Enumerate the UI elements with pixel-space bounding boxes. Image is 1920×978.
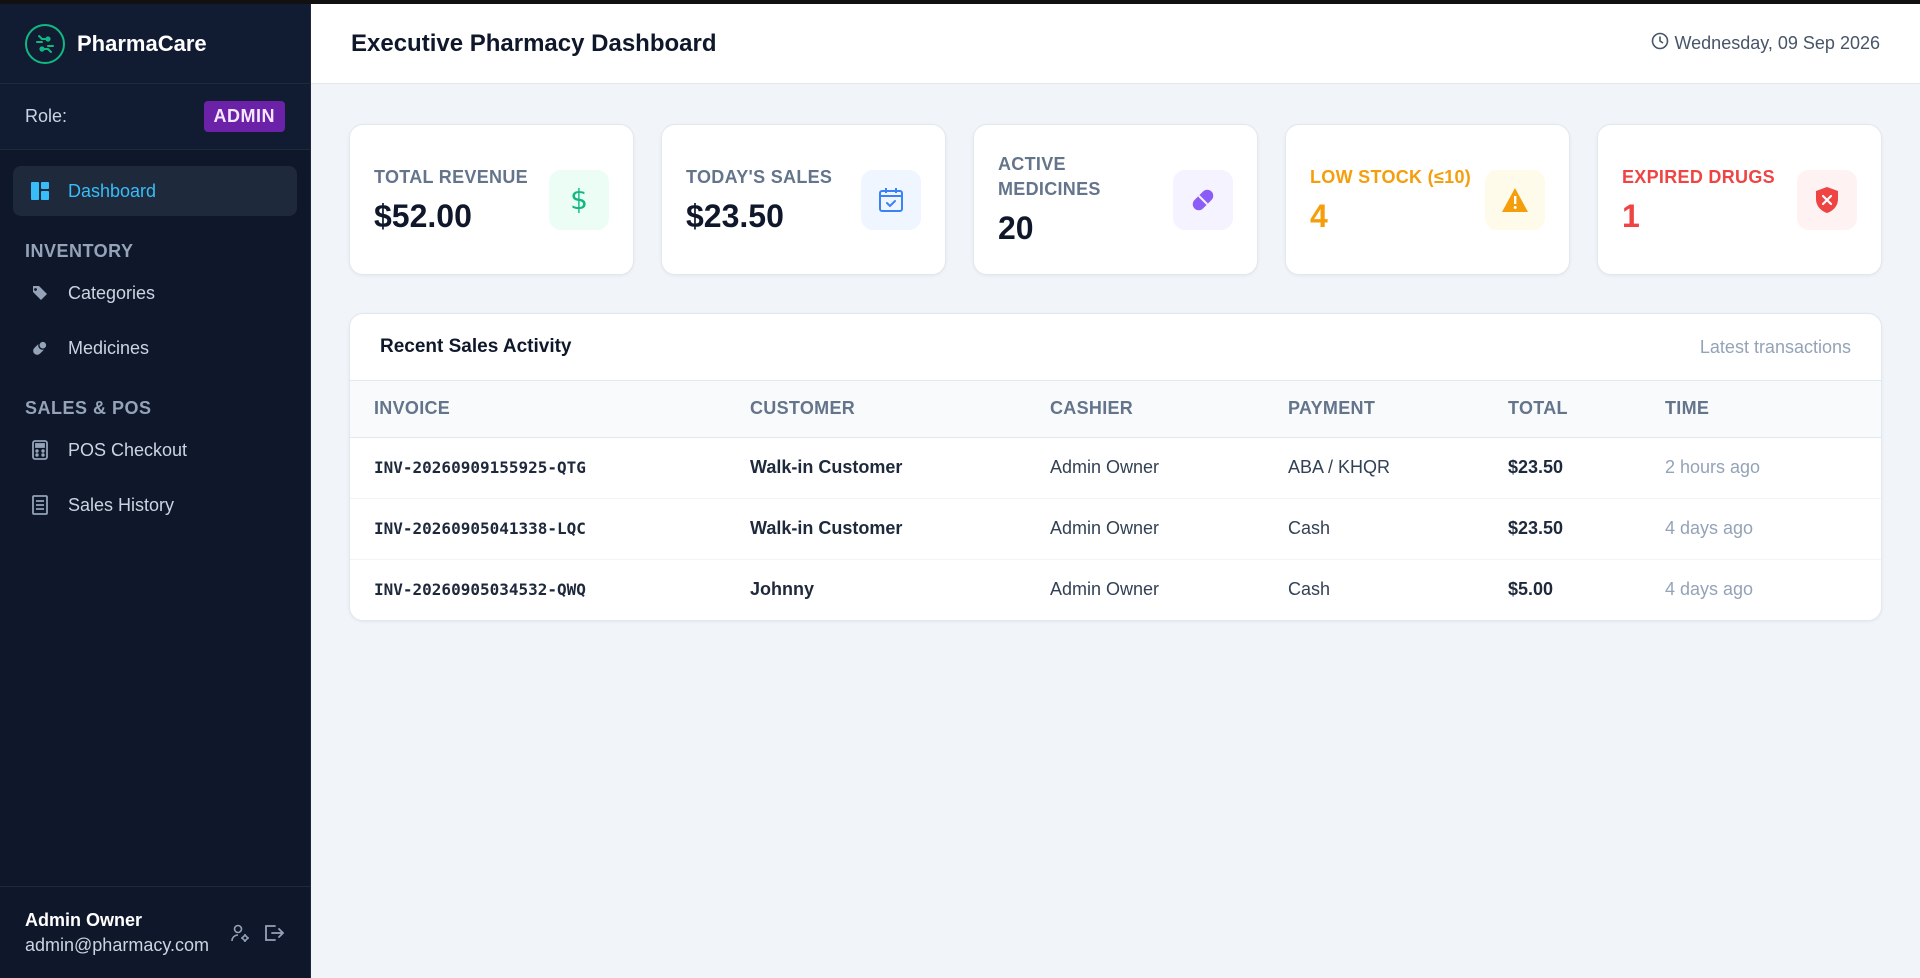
sidebar: PharmaCare Role: ADMIN Dashboard INVENTO… <box>0 4 311 978</box>
invoice-cell: INV-20260909155925-QTG <box>374 458 586 477</box>
sidebar-item-medicines[interactable]: Medicines <box>13 323 297 373</box>
column-header-time: TIME <box>1665 381 1881 438</box>
column-header-customer: CUSTOMER <box>750 381 1050 438</box>
customer-cell: Walk-in Customer <box>750 518 903 538</box>
panel-header: Recent Sales Activity Latest transaction… <box>350 314 1881 381</box>
sidebar-item-label: Categories <box>68 282 156 303</box>
total-cell: $5.00 <box>1508 579 1554 600</box>
total-cell: $23.50 <box>1508 518 1564 538</box>
stat-card-label: TODAY'S SALES <box>686 166 833 187</box>
table-row[interactable]: INV-20260905034532-QWQ Johnny Admin Owne… <box>350 559 1881 620</box>
user-name: Admin Owner <box>25 909 143 930</box>
stat-cards: TOTAL REVENUE $52.00 $ TODAY'S SALES $23… <box>311 84 1920 275</box>
date-text: Wednesday, 09 Sep 2026 <box>1674 33 1881 53</box>
sidebar-item-sales-history[interactable]: Sales History <box>13 480 297 530</box>
stat-card-value: $52.00 <box>374 197 472 234</box>
cashier-cell: Admin Owner <box>1050 457 1160 477</box>
main-content: Executive Pharmacy Dashboard Wednesday, … <box>311 4 1920 978</box>
brand-name: PharmaCare <box>77 30 207 56</box>
time-cell: 4 days ago <box>1665 518 1754 538</box>
column-header-total: TOTAL <box>1508 381 1665 438</box>
stat-card-value: $23.50 <box>686 197 784 234</box>
logout-icon[interactable] <box>263 922 285 944</box>
sidebar-item-categories[interactable]: Categories <box>13 268 297 318</box>
invoice-cell: INV-20260905034532-QWQ <box>374 580 586 600</box>
table-row[interactable]: INV-20260905041338-LQC Walk-in Customer … <box>350 498 1881 559</box>
sidebar-item-dashboard[interactable]: Dashboard <box>13 166 297 216</box>
pill-icon <box>29 337 51 359</box>
role-label: Role: <box>25 106 68 126</box>
customer-cell: Walk-in Customer <box>750 457 903 477</box>
payment-cell: Cash <box>1288 579 1331 600</box>
sidebar-item-pos-checkout[interactable]: POS Checkout <box>13 425 297 475</box>
stat-card-value: 4 <box>1310 197 1328 234</box>
pill-icon <box>1173 169 1233 230</box>
user-area: Admin Owner admin@pharmacy.com <box>0 886 310 978</box>
user-info: Admin Owner admin@pharmacy.com <box>25 910 209 956</box>
stat-card-todays-sales: TODAY'S SALES $23.50 <box>661 124 946 275</box>
current-date: Wednesday, 09 Sep 2026 <box>1651 32 1881 55</box>
stat-card-active-medicines: ACTIVE MEDICINES 20 <box>973 124 1258 275</box>
stat-card-expired-drugs: EXPIRED DRUGS 1 <box>1597 124 1882 275</box>
time-cell: 2 hours ago <box>1665 457 1761 477</box>
sidebar-nav: Dashboard INVENTORY Categories Medicines… <box>0 150 310 886</box>
panel-subtitle: Latest transactions <box>1699 336 1851 357</box>
shield-x-icon <box>1797 169 1857 230</box>
sidebar-item-label: Medicines <box>68 337 150 358</box>
stat-card-low-stock: LOW STOCK (≤10) 4 <box>1285 124 1570 275</box>
column-header-invoice: INVOICE <box>350 381 750 438</box>
stat-card-value: 20 <box>998 210 1034 246</box>
stat-card-label: ACTIVE MEDICINES <box>998 154 1101 199</box>
user-actions <box>229 922 285 944</box>
receipt-icon <box>29 494 51 516</box>
page-title: Executive Pharmacy Dashboard <box>351 29 717 57</box>
user-email: admin@pharmacy.com <box>25 934 209 955</box>
stat-card-value: 1 <box>1622 197 1640 234</box>
payment-cell: Cash <box>1288 518 1331 538</box>
role-row: Role: ADMIN <box>0 84 310 150</box>
column-header-payment: PAYMENT <box>1288 381 1508 438</box>
calculator-icon <box>29 439 51 461</box>
calendar-check-icon <box>861 169 921 230</box>
stat-card-total-revenue: TOTAL REVENUE $52.00 $ <box>349 124 634 275</box>
sidebar-item-label: Sales History <box>68 494 175 515</box>
cashier-cell: Admin Owner <box>1050 579 1160 600</box>
column-header-cashier: CASHIER <box>1050 381 1288 438</box>
time-cell: 4 days ago <box>1665 579 1754 600</box>
sidebar-item-label: Dashboard <box>68 180 157 201</box>
user-settings-icon[interactable] <box>229 922 251 944</box>
brand[interactable]: PharmaCare <box>0 4 310 84</box>
clock-icon <box>1651 32 1669 55</box>
table-header-row: INVOICE CUSTOMER CASHIER PAYMENT TOTAL T… <box>350 381 1881 438</box>
tags-icon <box>29 282 51 304</box>
role-badge: ADMIN <box>203 101 285 132</box>
customer-cell: Johnny <box>750 579 815 600</box>
dashboard-icon <box>29 180 51 202</box>
total-cell: $23.50 <box>1508 457 1564 477</box>
app-shell: PharmaCare Role: ADMIN Dashboard INVENTO… <box>0 4 1920 978</box>
stat-card-label: LOW STOCK (≤10) <box>1310 166 1472 187</box>
recent-sales-panel: Recent Sales Activity Latest transaction… <box>349 313 1882 621</box>
invoice-cell: INV-20260905041338-LQC <box>374 519 586 538</box>
nav-section-inventory: INVENTORY <box>25 241 134 261</box>
warning-icon <box>1485 169 1545 230</box>
payment-cell: ABA / KHQR <box>1288 457 1391 477</box>
stat-card-label: TOTAL REVENUE <box>374 166 528 187</box>
sales-table: INVOICE CUSTOMER CASHIER PAYMENT TOTAL T… <box>350 381 1881 620</box>
panel-title: Recent Sales Activity <box>380 336 572 357</box>
table-row[interactable]: INV-20260909155925-QTG Walk-in Customer … <box>350 437 1881 498</box>
circuit-logo-icon <box>25 23 65 64</box>
stat-card-label: EXPIRED DRUGS <box>1622 166 1775 187</box>
sidebar-item-label: POS Checkout <box>68 439 188 460</box>
topbar: Executive Pharmacy Dashboard Wednesday, … <box>311 4 1920 84</box>
cashier-cell: Admin Owner <box>1050 518 1160 538</box>
nav-section-sales: SALES & POS <box>25 398 152 418</box>
dollar-icon: $ <box>549 169 609 230</box>
